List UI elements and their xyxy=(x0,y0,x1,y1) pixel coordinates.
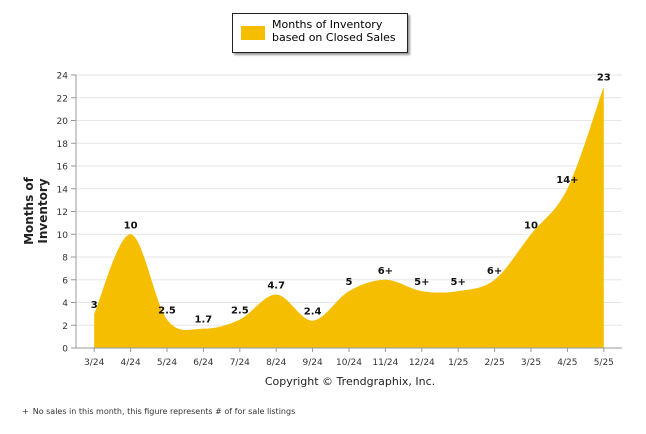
y-tick-label: 16 xyxy=(57,163,69,173)
y-tick-label: 10 xyxy=(57,231,69,241)
data-label: 6+ xyxy=(378,266,393,277)
x-tick-label: 4/25 xyxy=(557,358,577,368)
x-tick-label: 4/24 xyxy=(120,358,140,368)
footnote-text: No sales in this month, this figure repr… xyxy=(32,407,296,416)
x-tick-label: 10/24 xyxy=(336,358,362,368)
x-tick-label: 3/25 xyxy=(521,358,541,368)
legend-swatch xyxy=(241,26,265,40)
data-label: 10 xyxy=(524,220,538,231)
x-tick-label: 11/24 xyxy=(372,358,398,368)
data-label: 5+ xyxy=(414,277,429,288)
y-tick-label: 18 xyxy=(57,140,69,150)
data-label: 4.7 xyxy=(267,281,285,292)
x-tick-label: 5/25 xyxy=(594,358,614,368)
y-tick-label: 12 xyxy=(57,208,68,218)
data-label: 5+ xyxy=(451,277,466,288)
data-label: 2.5 xyxy=(231,306,249,317)
y-tick-label: 2 xyxy=(62,322,68,332)
data-label: 23 xyxy=(597,72,611,83)
data-label: 6+ xyxy=(487,266,502,277)
x-tick-label: 1/25 xyxy=(448,358,468,368)
data-label: 10 xyxy=(124,220,138,231)
y-tick-label: 20 xyxy=(57,117,69,127)
x-tick-label: 8/24 xyxy=(266,358,286,368)
x-tick-label: 6/24 xyxy=(193,358,213,368)
y-tick-label: 0 xyxy=(62,345,68,355)
area-series xyxy=(94,86,604,348)
x-tick-label: 9/24 xyxy=(302,358,322,368)
data-label: 5 xyxy=(346,277,353,288)
data-label: 2.4 xyxy=(304,307,322,318)
x-tick-label: 12/24 xyxy=(409,358,435,368)
y-tick-label: 8 xyxy=(62,254,68,264)
y-tick-label: 24 xyxy=(57,72,69,82)
y-axis-label: Months of Inventory xyxy=(22,177,50,245)
data-label: 2.5 xyxy=(158,306,176,317)
data-label: 1.7 xyxy=(195,315,213,326)
copyright-text: Copyright © Trendgraphix, Inc. xyxy=(264,375,436,388)
data-label: 3 xyxy=(91,300,98,311)
footnote-symbol: + xyxy=(22,407,29,416)
legend-label: Months of Inventory based on Closed Sale… xyxy=(272,18,396,44)
y-tick-label: 4 xyxy=(62,299,68,309)
chart-legend: Months of Inventory based on Closed Sale… xyxy=(232,13,408,53)
y-tick-label: 6 xyxy=(62,276,68,286)
x-tick-label: 7/24 xyxy=(230,358,250,368)
x-tick-label: 2/25 xyxy=(484,358,504,368)
x-tick-label: 5/24 xyxy=(157,358,177,368)
x-tick-label: 3/24 xyxy=(84,358,104,368)
data-point xyxy=(601,84,606,89)
y-tick-label: 14 xyxy=(57,185,69,195)
data-label: 14+ xyxy=(556,175,578,186)
y-tick-label: 22 xyxy=(57,94,68,104)
footnote: + No sales in this month, this figure rep… xyxy=(22,407,295,416)
